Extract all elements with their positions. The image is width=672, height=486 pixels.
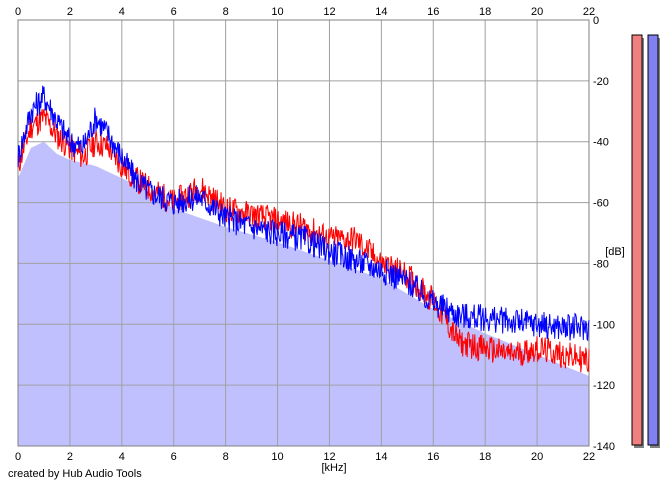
x-tick-label-top: 22 (583, 6, 595, 18)
x-axis-label: [kHz] (321, 462, 346, 474)
x-tick-label-bottom: 22 (583, 451, 595, 463)
x-tick-label-bottom: 6 (171, 451, 177, 463)
y-tick-label: -120 (593, 380, 615, 392)
x-tick-label-bottom: 8 (223, 451, 229, 463)
x-tick-label-top: 12 (323, 6, 335, 18)
x-tick-label-top: 18 (479, 6, 491, 18)
grid-layer (17, 19, 590, 447)
level-meter-red (631, 34, 643, 446)
x-tick-label-bottom: 16 (427, 451, 439, 463)
spectrum-fill-layer (18, 141, 589, 446)
y-tick-label: -80 (593, 258, 609, 270)
x-tick-label-top: 4 (119, 6, 125, 18)
y-axis-label: [dB] (605, 246, 625, 258)
x-tick-label-top: 0 (15, 6, 21, 18)
x-tick-label-top: 6 (171, 6, 177, 18)
y-tick-label: -140 (593, 441, 615, 453)
level-meter-blue (647, 34, 659, 446)
x-tick-label-top: 10 (271, 6, 283, 18)
series-layer (17, 85, 590, 373)
y-tick-label: -40 (593, 137, 609, 149)
y-tick-label: -100 (593, 319, 615, 331)
credit-text: created by Hub Audio Tools (8, 468, 142, 480)
y-tick-label: -20 (593, 76, 609, 88)
x-tick-label-bottom: 14 (375, 451, 387, 463)
x-tick-label-bottom: 0 (15, 451, 21, 463)
x-tick-label-bottom: 10 (271, 451, 283, 463)
level-meter-layer (631, 34, 660, 448)
tick-label-layer: 002244668810101212141416161818202022220-… (15, 6, 615, 463)
y-tick-label: -60 (593, 198, 609, 210)
series-line-blue (17, 85, 590, 342)
x-tick-label-top: 16 (427, 6, 439, 18)
x-tick-label-bottom: 18 (479, 451, 491, 463)
x-tick-label-bottom: 12 (323, 451, 335, 463)
x-tick-label-bottom: 2 (67, 451, 73, 463)
x-tick-label-top: 14 (375, 6, 387, 18)
spectrum-fill (18, 141, 589, 446)
x-tick-label-bottom: 20 (531, 451, 543, 463)
x-tick-label-top: 20 (531, 6, 543, 18)
x-tick-label-top: 8 (223, 6, 229, 18)
y-tick-label: 0 (593, 15, 599, 27)
plot-frame (17, 19, 590, 447)
x-tick-label-top: 2 (67, 6, 73, 18)
x-tick-label-bottom: 4 (119, 451, 125, 463)
